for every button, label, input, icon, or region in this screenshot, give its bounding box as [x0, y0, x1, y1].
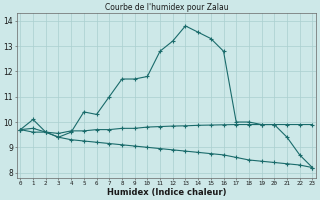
Title: Courbe de l'humidex pour Zalau: Courbe de l'humidex pour Zalau — [105, 3, 228, 12]
X-axis label: Humidex (Indice chaleur): Humidex (Indice chaleur) — [107, 188, 226, 197]
